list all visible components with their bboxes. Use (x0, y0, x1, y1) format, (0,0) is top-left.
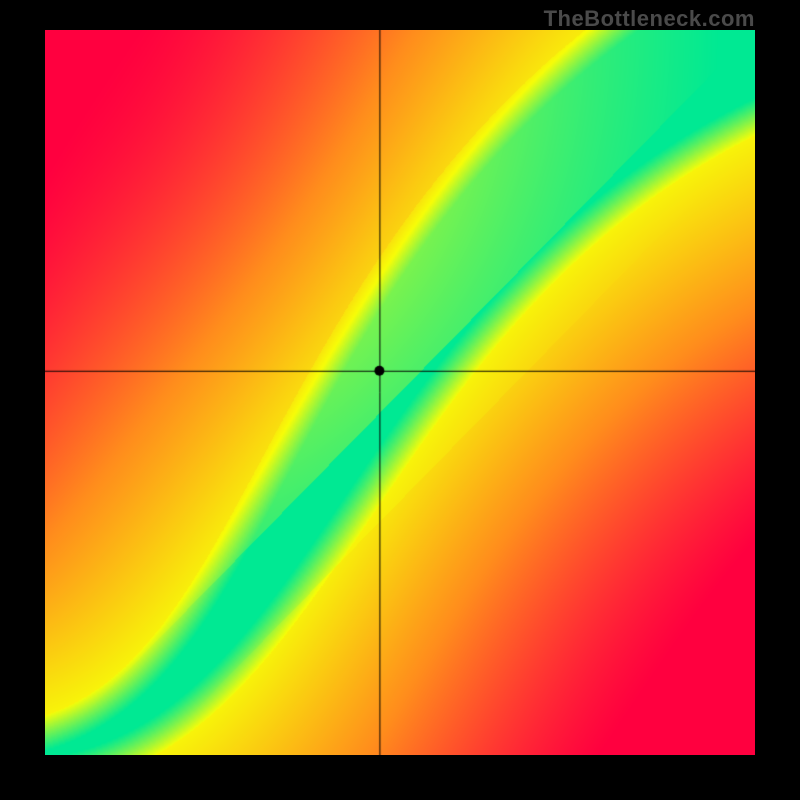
watermark-text: TheBottleneck.com (544, 6, 755, 32)
bottleneck-heatmap (45, 30, 755, 755)
